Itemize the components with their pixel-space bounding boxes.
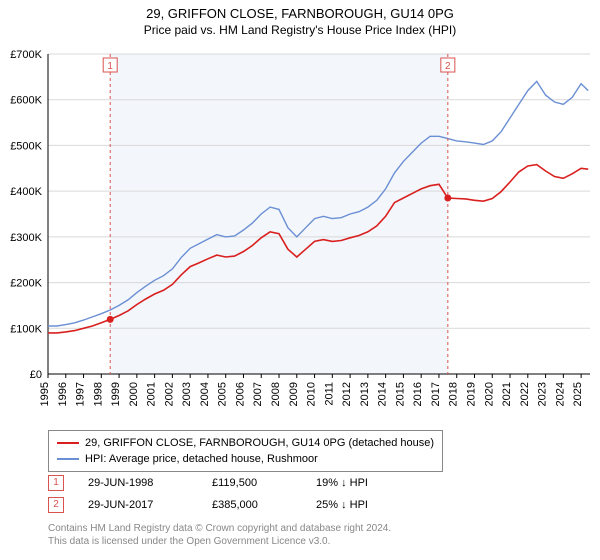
legend-row: 29, GRIFFON CLOSE, FARNBOROUGH, GU14 0PG… (57, 435, 434, 451)
sale-hpi-diff: 25% ↓ HPI (316, 494, 406, 516)
svg-text:£600K: £600K (10, 95, 42, 107)
footnote-line: Contains HM Land Registry data © Crown c… (48, 522, 391, 535)
svg-text:2014: 2014 (377, 382, 389, 406)
legend-row: HPI: Average price, detached house, Rush… (57, 451, 434, 467)
chart-title: 29, GRIFFON CLOSE, FARNBOROUGH, GU14 0PG (0, 0, 600, 21)
svg-text:2019: 2019 (465, 382, 477, 406)
svg-text:2023: 2023 (537, 382, 549, 406)
sale-date: 29-JUN-1998 (88, 472, 188, 494)
chart-subtitle: Price paid vs. HM Land Registry's House … (0, 21, 600, 37)
svg-text:2013: 2013 (359, 382, 371, 406)
svg-text:£100K: £100K (10, 323, 42, 335)
svg-text:£400K: £400K (10, 186, 42, 198)
svg-text:2011: 2011 (323, 382, 335, 406)
price-chart: £0 £100K £200K £300K £400K £500K £600K £700K 199… (0, 44, 600, 424)
svg-text:2006: 2006 (234, 382, 246, 406)
svg-text:2007: 2007 (252, 382, 264, 406)
sale-row: 1 29-JUN-1998 £119,500 19% ↓ HPI (48, 472, 406, 494)
svg-text:2021: 2021 (501, 382, 513, 406)
sale-events: 1 29-JUN-1998 £119,500 19% ↓ HPI 2 29-JUN-201… (48, 472, 406, 516)
sale-price: £385,000 (212, 494, 292, 516)
legend-label: 29, GRIFFON CLOSE, FARNBOROUGH, GU14 0PG… (85, 435, 434, 451)
svg-text:£200K: £200K (10, 278, 42, 290)
sale-marker-number: 1 (48, 475, 64, 491)
svg-text:2002: 2002 (163, 382, 175, 406)
svg-text:1998: 1998 (92, 382, 104, 406)
svg-text:£300K: £300K (10, 232, 42, 244)
svg-text:2010: 2010 (306, 382, 318, 406)
svg-text:2008: 2008 (270, 382, 282, 406)
legend: 29, GRIFFON CLOSE, FARNBOROUGH, GU14 0PG… (48, 430, 443, 472)
sale-marker-number: 2 (48, 497, 64, 513)
svg-text:1999: 1999 (110, 382, 122, 406)
svg-text:2017: 2017 (430, 382, 442, 406)
svg-text:1996: 1996 (57, 382, 69, 406)
svg-text:£700K: £700K (10, 49, 42, 61)
svg-text:1: 1 (107, 61, 113, 72)
svg-text:£0: £0 (30, 369, 42, 381)
svg-text:2015: 2015 (394, 382, 406, 406)
svg-text:2022: 2022 (519, 382, 531, 406)
sale-date: 29-JUN-2017 (88, 494, 188, 516)
svg-text:1997: 1997 (75, 382, 87, 406)
legend-swatch (57, 458, 79, 460)
footnote: Contains HM Land Registry data © Crown c… (48, 522, 391, 548)
svg-text:2020: 2020 (483, 382, 495, 406)
svg-text:2001: 2001 (146, 382, 158, 406)
sale-price: £119,500 (212, 472, 292, 494)
svg-text:2024: 2024 (554, 382, 566, 406)
svg-text:2000: 2000 (128, 382, 140, 406)
svg-text:2005: 2005 (217, 382, 229, 406)
sale-hpi-diff: 19% ↓ HPI (316, 472, 406, 494)
svg-text:2025: 2025 (572, 382, 584, 406)
svg-text:1995: 1995 (39, 382, 51, 406)
sale-row: 2 29-JUN-2017 £385,000 25% ↓ HPI (48, 494, 406, 516)
svg-text:2004: 2004 (199, 382, 211, 406)
svg-text:2003: 2003 (181, 382, 193, 406)
svg-text:2018: 2018 (448, 382, 460, 406)
svg-text:2012: 2012 (341, 382, 353, 406)
svg-text:2009: 2009 (288, 382, 300, 406)
svg-text:2016: 2016 (412, 382, 424, 406)
svg-text:2: 2 (445, 61, 451, 72)
footnote-line: This data is licensed under the Open Gov… (48, 535, 391, 548)
legend-swatch (57, 442, 79, 444)
legend-label: HPI: Average price, detached house, Rush… (85, 451, 318, 467)
svg-text:£500K: £500K (10, 140, 42, 152)
